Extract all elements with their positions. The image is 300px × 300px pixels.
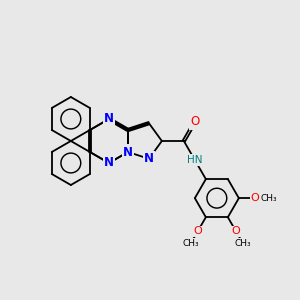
Text: CH₃: CH₃ — [182, 239, 199, 248]
Text: CH₃: CH₃ — [235, 239, 251, 248]
Text: N: N — [123, 146, 133, 158]
Text: O: O — [232, 226, 240, 236]
Text: N: N — [144, 152, 154, 165]
Text: N: N — [104, 157, 114, 169]
Text: O: O — [194, 226, 202, 236]
Text: CH₃: CH₃ — [260, 194, 277, 203]
Text: HN: HN — [187, 155, 202, 165]
Text: O: O — [250, 193, 259, 203]
Text: O: O — [190, 116, 200, 128]
Text: N: N — [104, 112, 114, 125]
